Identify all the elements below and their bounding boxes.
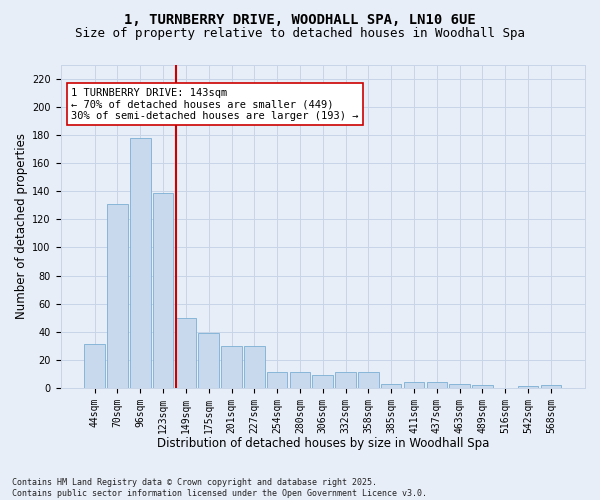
Bar [313, 375, 333, 388]
Y-axis label: Number of detached properties: Number of detached properties [15, 134, 28, 320]
Bar [472, 385, 493, 388]
Bar [244, 346, 265, 388]
Bar [221, 346, 242, 388]
Bar [518, 386, 538, 388]
Bar [153, 192, 173, 388]
Bar [130, 138, 151, 388]
Bar [541, 385, 561, 388]
Text: Contains HM Land Registry data © Crown copyright and database right 2025.
Contai: Contains HM Land Registry data © Crown c… [12, 478, 427, 498]
Bar [290, 372, 310, 388]
Text: Size of property relative to detached houses in Woodhall Spa: Size of property relative to detached ho… [75, 28, 525, 40]
Bar [358, 372, 379, 388]
Text: 1 TURNBERRY DRIVE: 143sqm
← 70% of detached houses are smaller (449)
30% of semi: 1 TURNBERRY DRIVE: 143sqm ← 70% of detac… [71, 88, 359, 121]
Bar [427, 382, 447, 388]
Bar [267, 372, 287, 388]
Bar [381, 384, 401, 388]
Bar [335, 372, 356, 388]
Bar [404, 382, 424, 388]
Bar [449, 384, 470, 388]
Bar [199, 333, 219, 388]
Text: 1, TURNBERRY DRIVE, WOODHALL SPA, LN10 6UE: 1, TURNBERRY DRIVE, WOODHALL SPA, LN10 6… [124, 12, 476, 26]
Bar [176, 318, 196, 388]
Bar [107, 204, 128, 388]
Bar [85, 344, 105, 388]
X-axis label: Distribution of detached houses by size in Woodhall Spa: Distribution of detached houses by size … [157, 437, 489, 450]
